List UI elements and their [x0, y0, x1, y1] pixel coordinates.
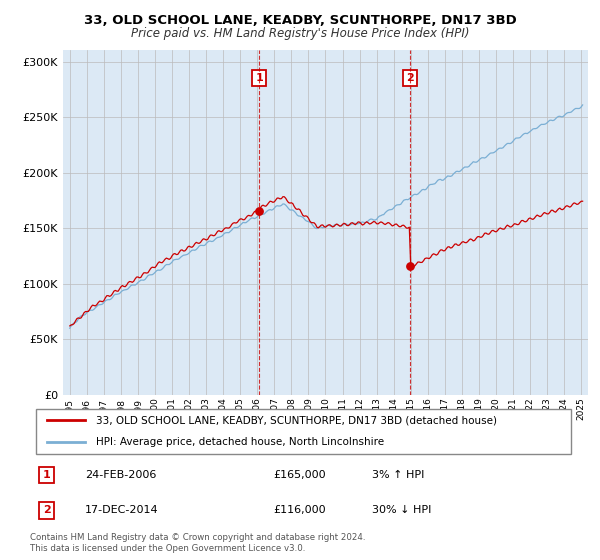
Text: 1: 1 — [43, 470, 50, 480]
Text: £165,000: £165,000 — [273, 470, 326, 480]
Text: 2: 2 — [43, 505, 50, 515]
Point — [254, 207, 264, 216]
Text: Price paid vs. HM Land Registry's House Price Index (HPI): Price paid vs. HM Land Registry's House … — [131, 27, 469, 40]
Text: Contains HM Land Registry data © Crown copyright and database right 2024.
This d: Contains HM Land Registry data © Crown c… — [30, 533, 365, 553]
Text: HPI: Average price, detached house, North Lincolnshire: HPI: Average price, detached house, Nort… — [96, 437, 385, 447]
Text: 2: 2 — [406, 73, 414, 83]
Text: £116,000: £116,000 — [273, 505, 326, 515]
Text: 33, OLD SCHOOL LANE, KEADBY, SCUNTHORPE, DN17 3BD (detached house): 33, OLD SCHOOL LANE, KEADBY, SCUNTHORPE,… — [96, 415, 497, 425]
Text: 30% ↓ HPI: 30% ↓ HPI — [372, 505, 431, 515]
Text: 33, OLD SCHOOL LANE, KEADBY, SCUNTHORPE, DN17 3BD: 33, OLD SCHOOL LANE, KEADBY, SCUNTHORPE,… — [83, 14, 517, 27]
Text: 17-DEC-2014: 17-DEC-2014 — [85, 505, 159, 515]
FancyBboxPatch shape — [35, 409, 571, 454]
Point — [405, 262, 415, 270]
Text: 24-FEB-2006: 24-FEB-2006 — [85, 470, 157, 480]
Bar — [259, 50, 410, 395]
Text: 1: 1 — [256, 73, 263, 83]
Text: 3% ↑ HPI: 3% ↑ HPI — [372, 470, 425, 480]
